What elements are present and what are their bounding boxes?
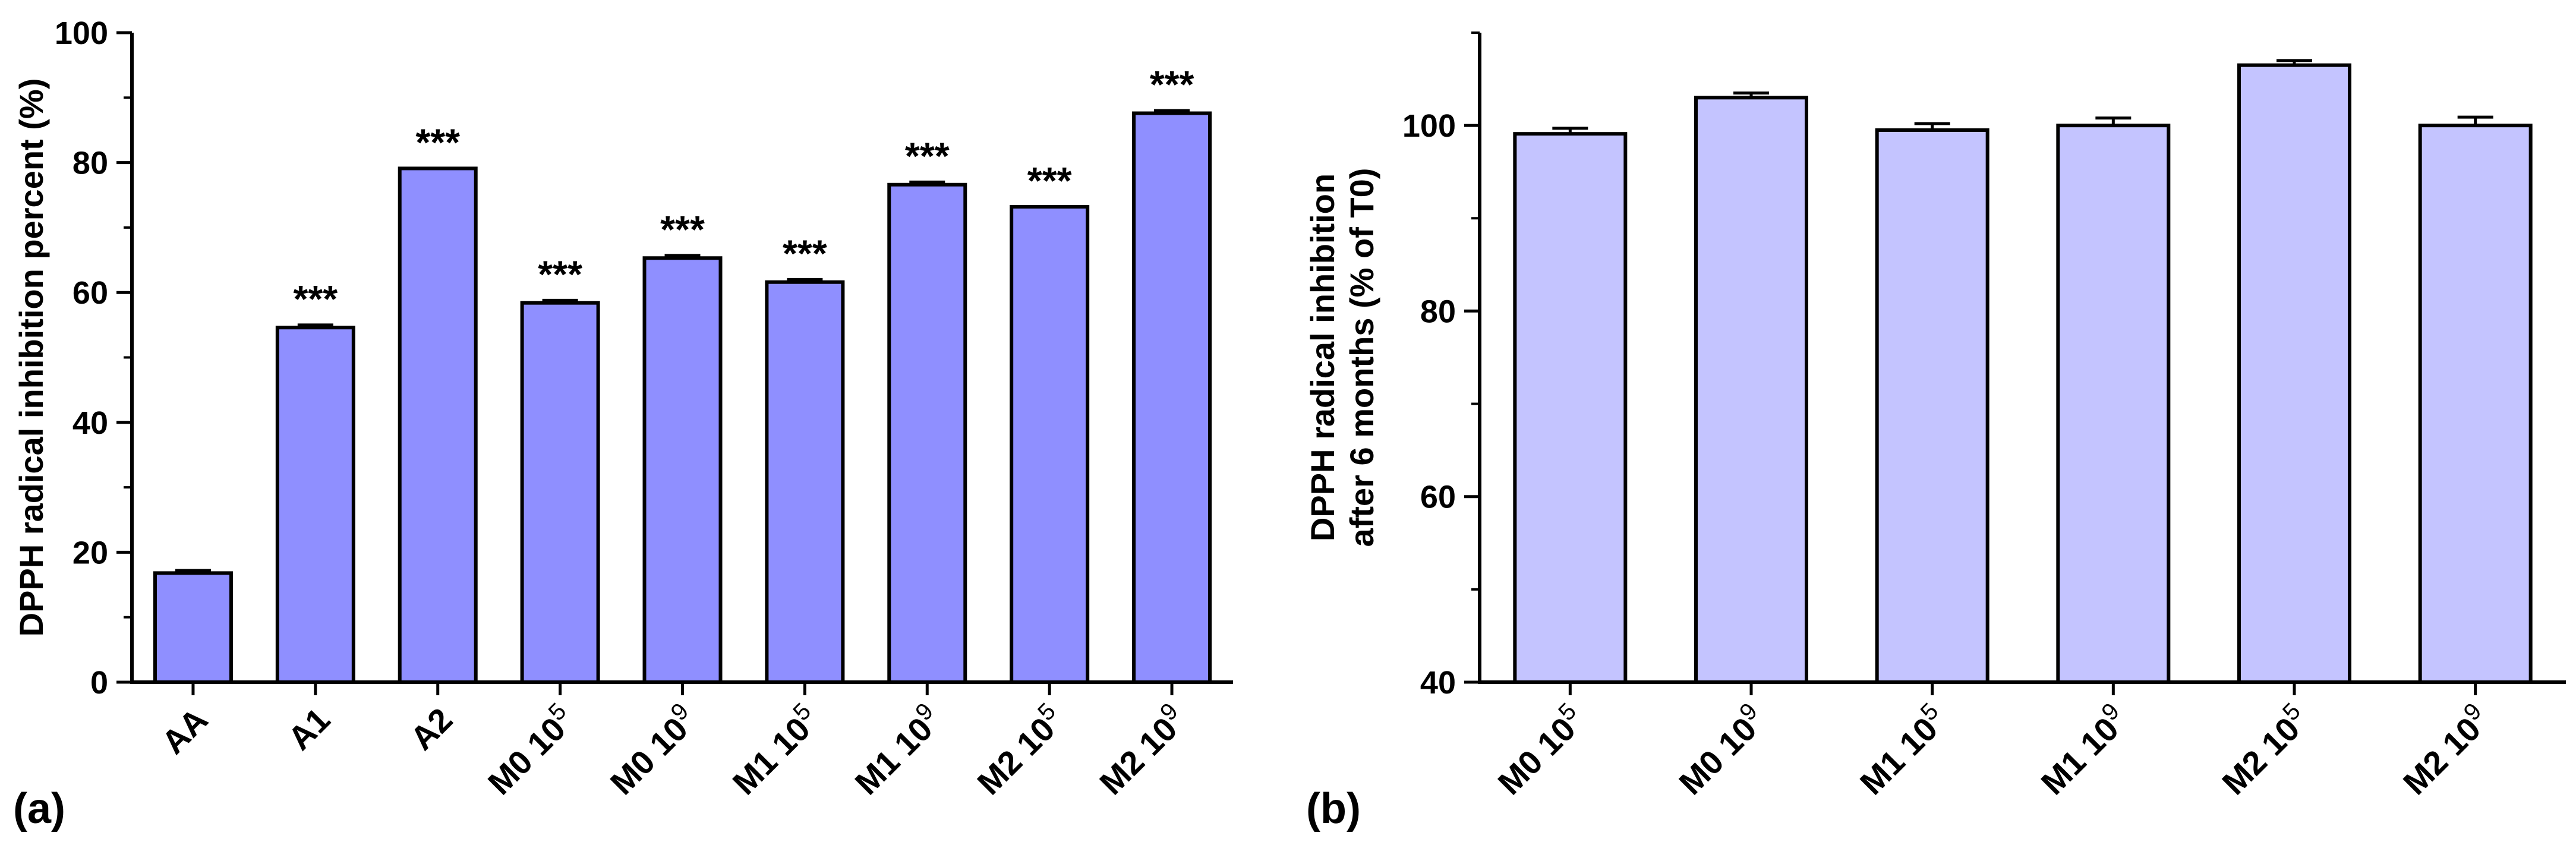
- y-tick-label: 60: [1420, 480, 1456, 515]
- significance-label: ***: [538, 253, 582, 295]
- bar: [1875, 128, 1989, 684]
- chart-panel-b: M0 105 M0 109 M1 105 M1 109 M2 105 M2 109 40 60…: [1304, 31, 2566, 833]
- x-tick-label: M2 109: [1090, 698, 1194, 802]
- y-tick-label: 80: [1420, 294, 1456, 329]
- bar: [153, 571, 233, 684]
- significance-label: ***: [783, 232, 827, 275]
- significance-label: ***: [1150, 63, 1194, 106]
- bar: [1010, 204, 1090, 684]
- bar: [1694, 96, 1808, 685]
- y-tick-label: 100: [55, 15, 108, 51]
- y-tick-label: 80: [72, 146, 108, 181]
- y-tick-label: 0: [90, 665, 108, 701]
- x-tick-label: A1: [280, 701, 337, 757]
- bar: [2237, 63, 2351, 684]
- panel-label: (b): [1306, 785, 1361, 833]
- bar: [2418, 124, 2533, 684]
- y-tick-label: 20: [72, 535, 108, 570]
- y-tick-label: 100: [1402, 108, 1456, 144]
- x-tick-label: M0 105: [478, 698, 582, 802]
- significance-label: ***: [905, 134, 950, 177]
- bar: [765, 280, 845, 685]
- x-tick-label: M1 109: [845, 698, 949, 802]
- y-axis-title: DPPH radical inhibition: [1304, 174, 1341, 541]
- x-tick-label: M2 105: [2212, 698, 2316, 802]
- bar: [520, 301, 600, 684]
- y-tick-label: 60: [72, 275, 108, 311]
- y-tick-label: 40: [72, 405, 108, 441]
- chart-panel-a: AA *** A1 *** A2 *** M0 105 *** M0 109 *** M1 105 *…: [12, 15, 1233, 833]
- x-tick-label: M2 105: [967, 698, 1071, 802]
- x-tick-label: M1 109: [2031, 698, 2135, 802]
- significance-label: ***: [660, 208, 705, 251]
- significance-label: ***: [293, 278, 338, 320]
- bar: [2056, 124, 2171, 684]
- bar: [1513, 132, 1628, 684]
- significance-label: ***: [415, 121, 460, 163]
- x-tick-label: M1 105: [1850, 698, 1954, 802]
- y-axis-title: DPPH radical inhibition percent (%): [12, 78, 50, 637]
- bar: [642, 256, 723, 684]
- x-tick-label: M0 109: [1669, 698, 1773, 802]
- y-axis-title: after 6 months (% of T0): [1343, 168, 1380, 547]
- x-tick-label: A2: [403, 701, 459, 757]
- bar: [1132, 111, 1212, 685]
- x-tick-label: M1 105: [723, 698, 827, 802]
- significance-label: ***: [1027, 159, 1072, 202]
- x-tick-label: AA: [155, 701, 215, 761]
- x-tick-label: M0 105: [1488, 698, 1592, 802]
- panel-label: (a): [13, 785, 65, 833]
- x-tick-label: M0 109: [600, 698, 704, 802]
- bar: [887, 182, 967, 684]
- bar: [398, 166, 478, 684]
- bar: [275, 326, 355, 684]
- y-tick-label: 40: [1420, 665, 1456, 701]
- x-tick-label: M2 109: [2394, 698, 2498, 802]
